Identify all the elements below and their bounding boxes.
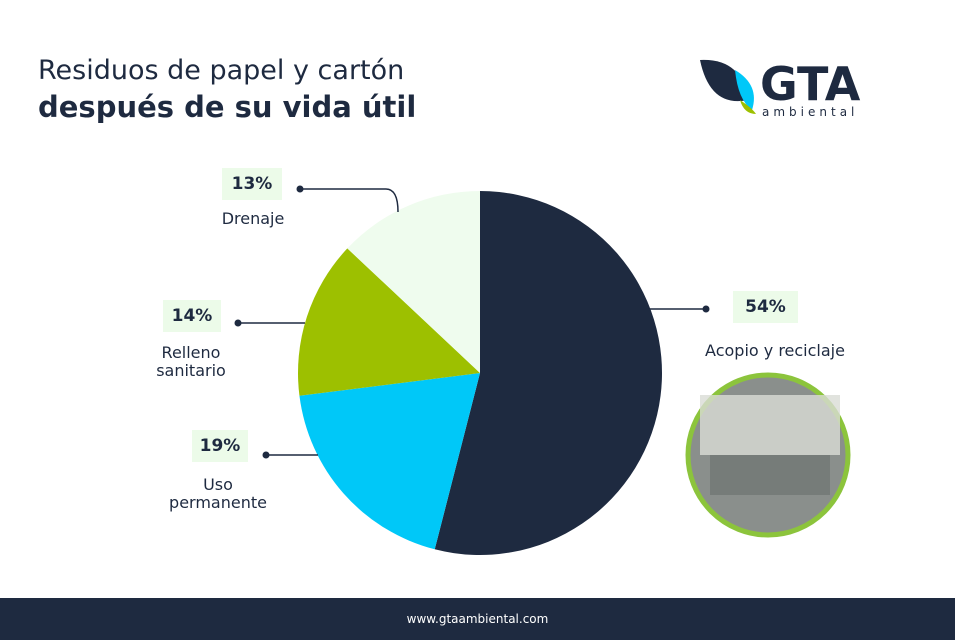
leader-line: [300, 188, 399, 213]
logo: GTA ambiental: [700, 57, 861, 119]
photo-floor: [710, 455, 830, 495]
photo-paper: [700, 395, 840, 455]
category-label: Drenaje: [221, 209, 285, 228]
category-label: Acopio y reciclaje: [705, 341, 845, 360]
footer: www.gtaambiental.com: [0, 598, 955, 640]
logo-tagline: ambiental: [762, 105, 858, 119]
leader-dot: [702, 305, 710, 313]
pie-slice: [298, 248, 480, 396]
leader-dot: [234, 319, 242, 327]
value-label: 14%: [163, 300, 221, 332]
chart-subtitle: después de su vida útil: [38, 90, 417, 124]
value-label: 19%: [192, 430, 248, 462]
logo-leaf: [740, 100, 756, 114]
pie-slice: [434, 191, 662, 555]
logo-leaf: [700, 59, 748, 102]
leader-dot: [262, 451, 270, 459]
value-label: 54%: [733, 291, 798, 323]
photo: [685, 372, 851, 538]
value-label: 13%: [222, 168, 282, 200]
logo-leaf: [735, 70, 754, 110]
pie-slice: [347, 191, 480, 373]
category-label: Relleno sanitario: [156, 343, 226, 380]
pie-slice: [299, 373, 480, 550]
leader-dot: [296, 185, 304, 193]
logo-name: GTA: [760, 57, 861, 111]
chart-title: Residuos de papel y cartón: [38, 55, 405, 86]
category-label: Uso permanente: [169, 475, 267, 512]
